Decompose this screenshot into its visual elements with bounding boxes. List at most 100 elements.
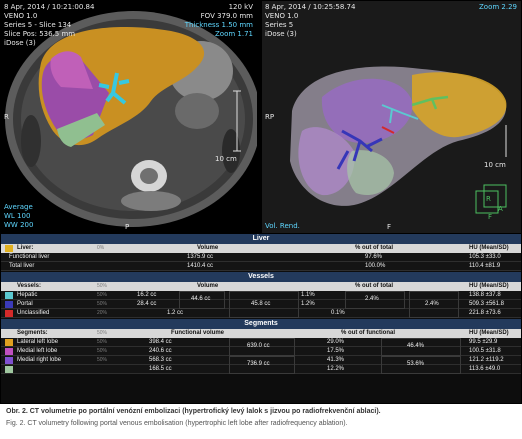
vessels-head-label: Vessels: xyxy=(17,283,42,289)
ct-window-width[interactable]: WW 200 xyxy=(4,221,34,229)
row-label: Portal xyxy=(17,301,33,307)
vessels-head-pct: 50% xyxy=(97,283,108,289)
table-row: Total liver 1410.4 cc 100.0% 110.4 ±81.9 xyxy=(1,262,521,271)
vr-zoom[interactable]: Zoom 2.29 xyxy=(479,3,517,11)
ct-fov: FOV 379.0 mm xyxy=(200,12,253,20)
ct-thickness[interactable]: Thickness 1.50 mm xyxy=(184,21,253,29)
row-label: Medial left lobe xyxy=(17,348,58,354)
vessels-section-header: Vessels xyxy=(1,272,521,282)
vessels-head-share: % out of total xyxy=(355,283,393,289)
table-row: Functional liver 1375.9 cc 97.6% 105.3 ±… xyxy=(1,253,521,262)
segments-group1-share-box xyxy=(381,338,461,356)
cube-label-f: F xyxy=(488,213,493,221)
vessels-total-share-box xyxy=(409,291,459,318)
segments-head-share: % out of functional xyxy=(341,330,395,336)
ct-orientation-right: R xyxy=(4,113,9,121)
liver-head-share: % out of total xyxy=(355,245,393,251)
medial-left-swatch xyxy=(5,348,13,355)
row-hu: 138.8 ±37.8 xyxy=(469,292,501,298)
segments-head-label: Segments: xyxy=(17,330,48,336)
ct-render-mode[interactable]: Average xyxy=(4,203,33,211)
segments-column-header: Segments: 50% Functional volume % out of… xyxy=(1,329,521,338)
vr-scale-label: 10 cm xyxy=(484,161,506,169)
caption-czech: Obr. 2. CT volumetrie po portální venózn… xyxy=(6,408,381,415)
segments-head-volume: Functional volume xyxy=(171,330,225,336)
ct-axial-viewport[interactable]: 8 Apr, 2014 / 10:21:00.84 VENO 1.0 Serie… xyxy=(1,1,257,233)
vr-orientation-f: F xyxy=(387,223,392,231)
liver-swatch xyxy=(5,245,13,252)
vr-render-mode[interactable]: Vol. Rend. xyxy=(265,222,300,230)
ct-slice-position: Slice Pos: 536.5 mm xyxy=(4,30,76,38)
vessels-subtotal-volume-box xyxy=(179,291,225,309)
row-share: 1.2% xyxy=(301,301,315,307)
ct-date: 8 Apr, 2014 / 10:21:00.84 xyxy=(4,3,95,11)
segments-group1-volume-box xyxy=(229,338,295,356)
vessels-head-volume: Volume xyxy=(197,283,219,289)
cube-label-a: A xyxy=(498,205,503,213)
table-row: Portal 50% 28.4 cc 1.2% 509.3 ±561.8 xyxy=(1,300,521,309)
row-share: 17.5% xyxy=(327,348,345,354)
liver-section-header: Liver xyxy=(1,234,521,244)
ct-reconstruction: iDose (3) xyxy=(4,39,36,47)
row-pct: 50% xyxy=(97,301,108,307)
row-label: Medial right lobe xyxy=(17,357,62,363)
volume-render-image xyxy=(290,66,507,214)
unclassified-swatch xyxy=(5,310,13,317)
row-volume: 168.5 cc xyxy=(149,366,172,372)
segments-head-pct: 50% xyxy=(97,330,108,336)
ct-window-level[interactable]: WL 100 xyxy=(4,212,31,220)
caption-english: Fig. 2. CT volumetry following portal ve… xyxy=(6,420,348,427)
viewer-frame: 8 Apr, 2014 / 10:21:00.84 VENO 1.0 Serie… xyxy=(0,0,522,404)
liver-head-volume: Volume xyxy=(197,245,219,251)
cube-label-r: R xyxy=(486,195,491,203)
row-label: Total liver xyxy=(9,263,35,269)
row-hu: 99.5 ±29.9 xyxy=(469,339,498,345)
table-row: Lateral left lobe 50% 398.4 cc 29.0% 99.… xyxy=(1,338,521,347)
liver-head-pct: 0% xyxy=(97,245,105,251)
ct-scale-label: 10 cm xyxy=(215,155,237,163)
segments-group2-share-box xyxy=(381,356,461,374)
row-volume: 1410.4 cc xyxy=(187,263,214,269)
row-pct: 50% xyxy=(97,357,108,363)
table-row: Medial right lobe 50% 568.3 cc 41.3% 121… xyxy=(1,356,521,365)
vessels-total-volume-box xyxy=(229,291,299,318)
row-volume: 1375.9 cc xyxy=(187,254,214,260)
vessels-subtotal-share: 2.4% xyxy=(365,296,379,302)
row-share: 29.0% xyxy=(327,339,345,345)
row-hu: 221.8 ±73.6 xyxy=(469,310,501,316)
vr-protocol: VENO 1.0 xyxy=(265,12,299,20)
row-hu: 113.6 ±49.0 xyxy=(469,366,501,372)
row-volume: 240.6 cc xyxy=(149,348,172,354)
row-share: 0.1% xyxy=(331,310,345,316)
ct-orientation-posterior: P xyxy=(125,223,130,231)
volume-render-viewport[interactable]: 8 Apr, 2014 / 10:25:58.74 VENO 1.0 Serie… xyxy=(262,1,521,233)
ct-protocol: VENO 1.0 xyxy=(4,12,38,20)
row-hu: 100.5 ±31.8 xyxy=(469,348,501,354)
ct-image xyxy=(5,11,257,227)
hepatic-swatch xyxy=(5,292,13,299)
vr-orientation-rp: RP xyxy=(265,113,275,121)
row-volume: 1.2 cc xyxy=(167,310,184,316)
liver-head-hu: HU (Mean/SD) xyxy=(469,245,509,251)
vessels-subtotal-share-box xyxy=(345,291,405,309)
volumetry-tables: Liver Liver: 0% Volume % out of total HU… xyxy=(1,234,521,403)
liver-head-label: Liver: xyxy=(17,245,34,251)
row-hu: 509.3 ±561.8 xyxy=(469,301,504,307)
lateral-left-swatch xyxy=(5,339,13,346)
segments-group1-volume: 639.0 cc xyxy=(247,343,270,349)
row-volume: 28.4 cc xyxy=(137,301,157,307)
segments-section-header: Segments xyxy=(1,319,521,329)
row-share: 100.0% xyxy=(365,263,386,269)
row-label: Functional liver xyxy=(9,254,50,260)
liver-column-header: Liver: 0% Volume % out of total HU (Mean… xyxy=(1,244,521,253)
portal-swatch xyxy=(5,301,13,308)
row-hu: 121.2 ±119.2 xyxy=(469,357,504,363)
row-hu: 110.4 ±81.9 xyxy=(469,263,501,269)
segments-group2-volume: 736.9 cc xyxy=(247,361,270,367)
row-label: Unclassified xyxy=(17,310,50,316)
row-hu: 105.3 ±33.0 xyxy=(469,254,501,260)
row-pct: 50% xyxy=(97,339,108,345)
ct-zoom[interactable]: Zoom 1.71 xyxy=(215,30,253,38)
row-label: Lateral left lobe xyxy=(17,339,59,345)
row-share: 1.1% xyxy=(301,292,315,298)
